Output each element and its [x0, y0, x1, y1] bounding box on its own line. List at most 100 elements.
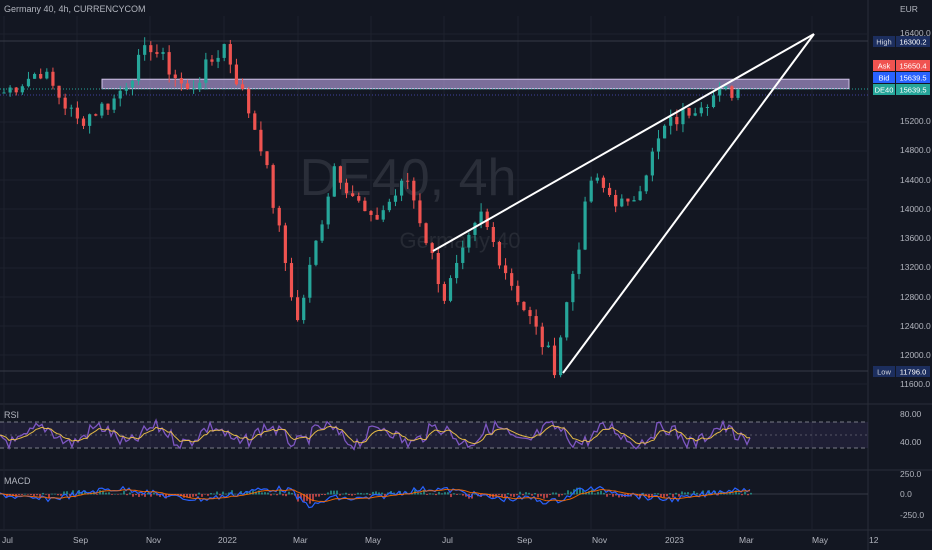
macd-bar	[579, 487, 581, 495]
bid-badge: Bid 15639.5	[873, 72, 930, 83]
candle	[222, 43, 226, 62]
macd-bar	[144, 494, 146, 497]
last-price-badge: DE40 15639.5	[873, 84, 930, 95]
time-label: Mar	[293, 535, 308, 545]
candle	[75, 101, 79, 125]
candle	[534, 309, 538, 335]
candle	[393, 189, 398, 207]
candle	[736, 88, 740, 101]
candle	[204, 52, 208, 90]
macd-bar	[594, 493, 596, 495]
macd-bar	[48, 494, 50, 498]
candle	[357, 192, 361, 203]
price-tick: 14800.0	[900, 145, 931, 155]
macd-bar	[66, 491, 68, 495]
candle	[2, 88, 6, 94]
candle	[112, 94, 116, 114]
horizontal-zone[interactable]	[101, 78, 850, 90]
macd-bar	[123, 490, 125, 495]
rsi-line	[0, 418, 751, 451]
macd-label: MACD	[4, 476, 31, 486]
candle	[88, 113, 92, 134]
macd-bar	[384, 494, 386, 497]
candle	[351, 185, 355, 197]
candle	[705, 104, 710, 116]
price-tick: 15200.0	[900, 116, 931, 126]
candle	[430, 241, 434, 260]
macd-bar	[528, 492, 530, 495]
low-value: 11796.0	[900, 368, 927, 377]
macd-bar	[612, 494, 614, 497]
candle	[296, 289, 300, 322]
candle	[14, 86, 18, 96]
macd-bar	[450, 494, 452, 498]
candle	[149, 41, 153, 61]
price-axis[interactable]: EUR 16400.0 15200.0 14800.0 14400.0 1400…	[900, 4, 931, 389]
candle	[510, 268, 514, 291]
macd-bar	[333, 490, 335, 495]
macd-bar	[303, 494, 305, 502]
macd-bar	[126, 494, 128, 496]
macd-bar	[69, 494, 71, 496]
macd-bar	[282, 494, 284, 496]
candle	[577, 242, 581, 280]
macd-bar	[153, 492, 155, 495]
macd-bar	[678, 494, 680, 497]
macd-bar	[429, 493, 431, 495]
macd-bar	[108, 492, 110, 495]
macd-bar	[690, 493, 692, 495]
macd-bar	[525, 492, 527, 495]
candle	[216, 50, 220, 69]
price-tick: 14000.0	[900, 204, 931, 214]
time-label: 2023	[665, 535, 684, 545]
rsi-pane[interactable]: RSI	[0, 410, 868, 451]
candle	[424, 222, 428, 246]
macd-bar	[63, 491, 65, 495]
candle	[363, 197, 367, 212]
macd-bar	[192, 494, 194, 497]
macd-bar	[246, 490, 248, 495]
macd-bar	[666, 494, 668, 497]
macd-bar	[447, 492, 449, 495]
candle	[559, 335, 563, 378]
macd-bar	[642, 492, 644, 495]
macd-bar	[726, 493, 728, 495]
candle	[240, 78, 245, 91]
macd-bar	[105, 492, 107, 495]
macd-pane[interactable]: MACD	[0, 476, 868, 509]
candle	[308, 257, 312, 303]
macd-bar	[555, 492, 557, 495]
macd-bar	[291, 492, 293, 495]
candle	[167, 45, 171, 83]
macd-bar	[276, 494, 278, 496]
macd-bar	[225, 493, 227, 495]
lower-wedge-line[interactable]	[562, 33, 815, 374]
currency-label: EUR	[900, 4, 918, 14]
time-axis[interactable]: Jul Sep Nov 2022 Mar May Jul Sep Nov 202…	[2, 535, 879, 545]
candle	[106, 103, 110, 116]
candle	[461, 240, 465, 270]
candle	[497, 240, 502, 269]
price-tick: 13600.0	[900, 233, 931, 243]
macd-bar	[345, 492, 347, 495]
candle	[179, 72, 183, 91]
upper-wedge-line[interactable]	[432, 33, 815, 252]
candle	[94, 113, 98, 117]
macd-bar	[696, 492, 698, 495]
high-value: 16300.2	[899, 38, 926, 47]
candle	[118, 86, 122, 107]
macd-bar	[315, 494, 317, 497]
macd-bar	[252, 490, 254, 495]
candle	[620, 194, 624, 208]
macd-bar	[165, 494, 167, 499]
candle	[687, 107, 691, 119]
time-label: 12	[869, 535, 879, 545]
macd-bar	[672, 494, 674, 498]
macd-bar	[372, 491, 374, 495]
macd-bar	[210, 492, 212, 495]
macd-bar	[534, 493, 536, 495]
candle	[406, 172, 410, 190]
candle	[320, 220, 324, 243]
macd-bar	[231, 490, 233, 495]
